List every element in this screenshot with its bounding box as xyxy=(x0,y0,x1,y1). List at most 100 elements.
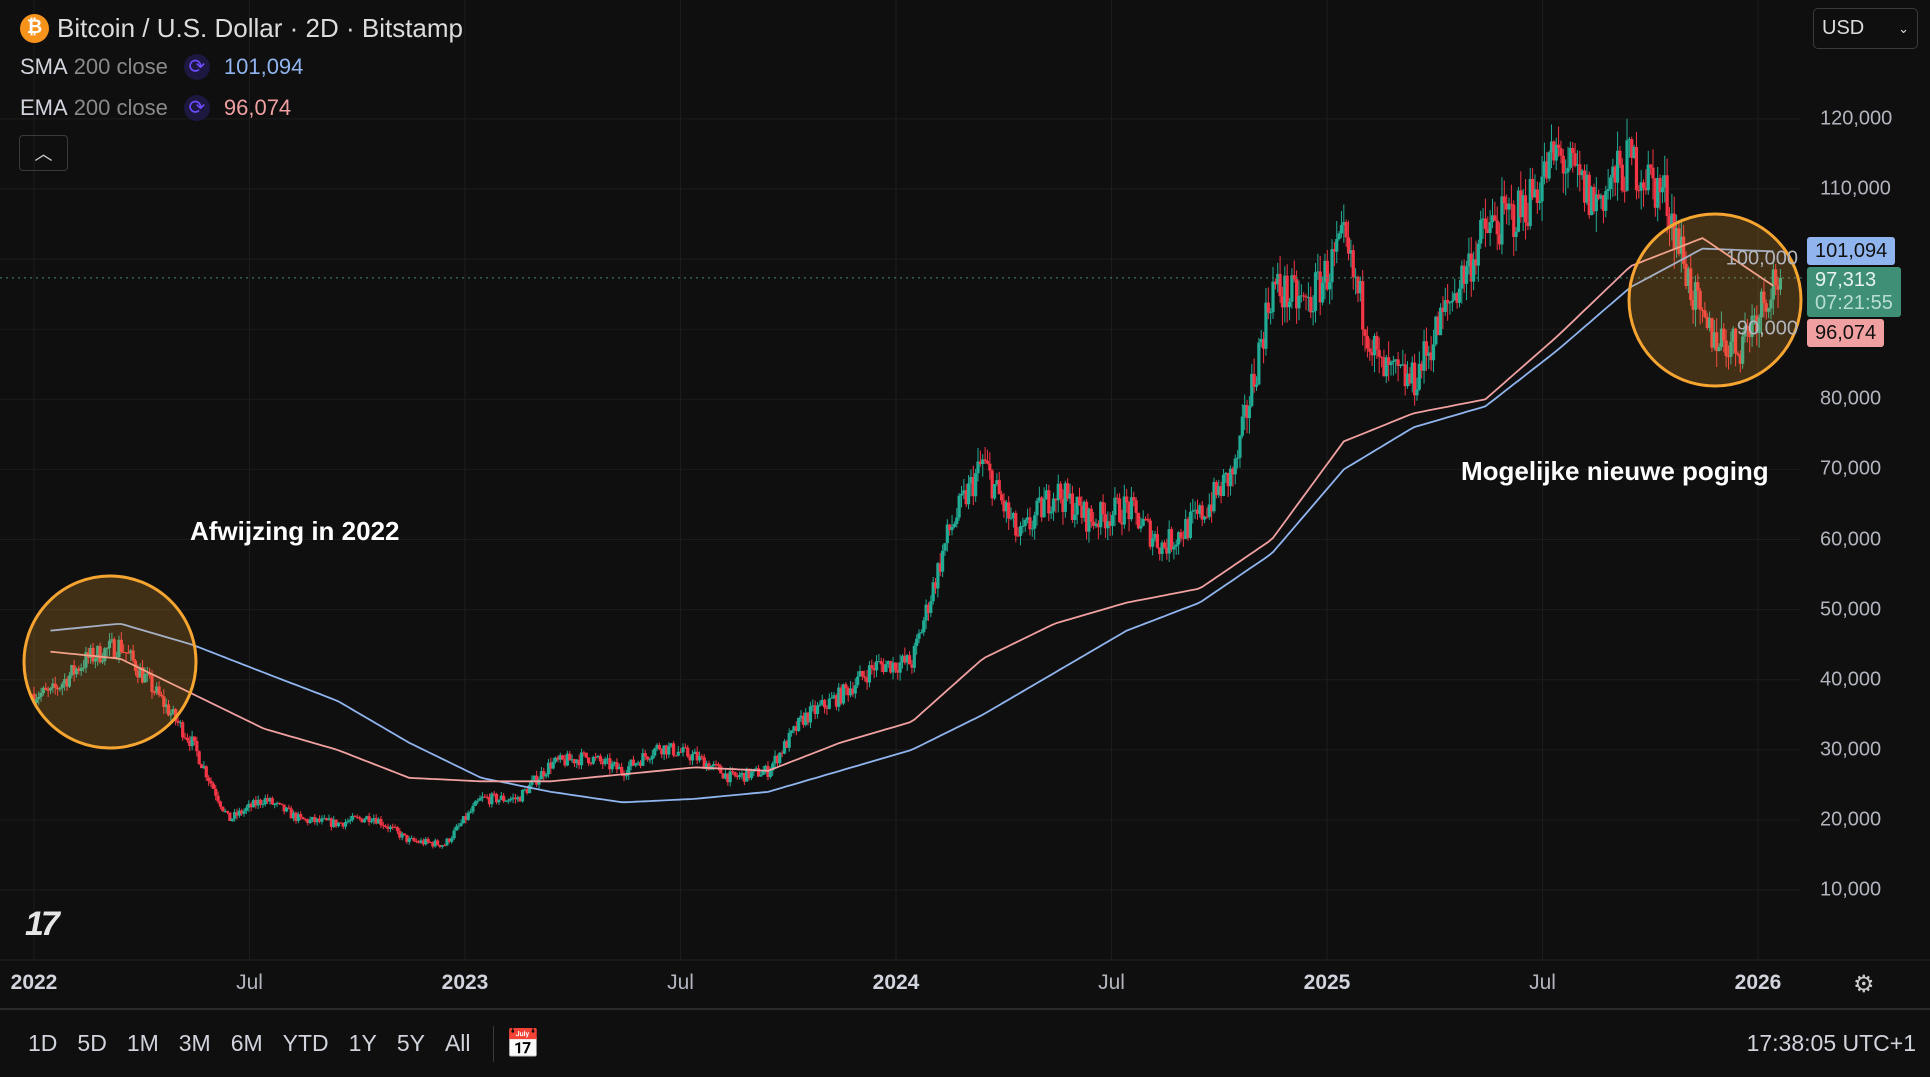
candle-up xyxy=(799,715,803,718)
candle-up xyxy=(808,706,813,723)
candle-down xyxy=(938,563,942,572)
candle-up xyxy=(827,698,831,709)
candle-down xyxy=(1266,302,1270,313)
range-button-all[interactable]: All xyxy=(444,1030,471,1056)
x-axis-label: 2024 xyxy=(872,971,920,994)
candle-down xyxy=(1219,486,1223,496)
range-button-5d[interactable]: 5D xyxy=(77,1030,107,1056)
candle-up xyxy=(1129,497,1134,520)
candle-up xyxy=(332,819,336,827)
indicator-ema[interactable]: EMA 200 close ⟳ 96,074 xyxy=(20,94,292,121)
range-button-1d[interactable]: 1D xyxy=(28,1030,58,1056)
range-button-3m[interactable]: 3M xyxy=(178,1030,211,1056)
candle-down xyxy=(674,755,678,757)
clock[interactable]: 17:38:05 UTC+1 xyxy=(1746,1030,1916,1056)
candle-up xyxy=(292,812,296,819)
candle-down xyxy=(1002,500,1006,512)
range-button-1y[interactable]: 1Y xyxy=(348,1030,377,1056)
candle-up xyxy=(1358,281,1362,294)
candle-up xyxy=(459,823,463,826)
range-button-5y[interactable]: 5Y xyxy=(396,1030,425,1056)
candle-down xyxy=(195,740,199,752)
date-range-icon[interactable]: 📅 xyxy=(505,1028,541,1059)
candle-down xyxy=(1509,203,1513,205)
candle-down xyxy=(735,775,739,778)
candle-down xyxy=(494,793,499,803)
candle-up xyxy=(528,784,532,794)
candle-down xyxy=(756,768,761,777)
indicator-sma[interactable]: SMA 200 close ⟳ 101,094 xyxy=(20,53,304,80)
candle-up xyxy=(275,802,279,805)
candle-up xyxy=(1606,189,1610,192)
candle-up xyxy=(1335,238,1339,252)
candle-up xyxy=(1389,362,1393,366)
candle-down xyxy=(985,460,990,464)
candle-down xyxy=(631,759,636,766)
collapse-legend-button[interactable]: ︿ xyxy=(19,135,68,171)
price-chart[interactable] xyxy=(0,0,1930,1008)
candle-up xyxy=(469,811,473,813)
refresh-icon[interactable]: ⟳ xyxy=(183,53,210,80)
candle-up xyxy=(1259,339,1263,343)
candle-up xyxy=(247,803,251,808)
candle-down xyxy=(421,840,426,845)
candle-up xyxy=(1464,266,1469,284)
candle-down xyxy=(608,758,612,770)
candle-up xyxy=(648,759,652,761)
candle-up xyxy=(499,795,503,800)
candle-down xyxy=(863,676,867,678)
candle-down xyxy=(1332,249,1336,252)
candle-up xyxy=(546,762,551,775)
refresh-icon[interactable]: ⟳ xyxy=(183,94,210,121)
candle-up xyxy=(93,658,97,662)
x-axis-label: Jul xyxy=(1529,971,1556,994)
candle-down xyxy=(1016,535,1020,537)
candle-down xyxy=(714,764,718,766)
candle-up xyxy=(1568,147,1572,168)
candle-down xyxy=(1726,356,1731,358)
candle-up xyxy=(348,819,352,822)
candle-up xyxy=(1431,344,1436,361)
candle-down xyxy=(851,688,855,694)
candle-down xyxy=(997,480,1001,495)
candle-up xyxy=(905,655,909,663)
candle-down xyxy=(162,696,166,707)
candle-down xyxy=(1382,357,1386,377)
candle-up xyxy=(919,632,923,634)
range-button-1m[interactable]: 1M xyxy=(126,1030,159,1056)
candle-down xyxy=(1526,222,1530,227)
candle-down xyxy=(910,664,914,668)
candle-down xyxy=(131,650,135,661)
candle-up xyxy=(1320,282,1325,303)
candle-up xyxy=(950,526,954,531)
candle-up xyxy=(1717,346,1721,352)
candle-down xyxy=(1722,328,1726,341)
candle-down xyxy=(657,744,662,750)
candle-up xyxy=(787,732,791,748)
candle-down xyxy=(1092,521,1096,526)
candle-up xyxy=(452,830,456,839)
candle-up xyxy=(867,665,872,683)
currency-select[interactable]: USD ⌄ xyxy=(1813,8,1918,49)
candle-up xyxy=(539,771,544,780)
candle-up xyxy=(1599,195,1603,199)
candle-down xyxy=(730,771,735,773)
divider xyxy=(492,1025,494,1062)
range-button-ytd[interactable]: YTD xyxy=(282,1030,329,1056)
candle-down xyxy=(174,709,178,721)
candle-down xyxy=(1231,468,1235,475)
candle-up xyxy=(745,768,749,782)
candle-down xyxy=(1618,150,1622,165)
candle-up xyxy=(1467,253,1471,267)
candle-down xyxy=(1592,186,1596,212)
settings-icon[interactable]: ⚙ xyxy=(1853,971,1875,998)
candle-up xyxy=(943,543,947,551)
candle-down xyxy=(1620,164,1624,191)
candle-up xyxy=(1481,218,1485,221)
candle-down xyxy=(882,664,886,672)
range-button-6m[interactable]: 6M xyxy=(230,1030,263,1056)
candle-up xyxy=(1771,269,1775,300)
symbol-title[interactable]: Bitcoin / U.S. Dollar · 2D · Bitstamp xyxy=(57,12,463,43)
candle-down xyxy=(280,803,284,805)
candle-down xyxy=(317,818,322,822)
